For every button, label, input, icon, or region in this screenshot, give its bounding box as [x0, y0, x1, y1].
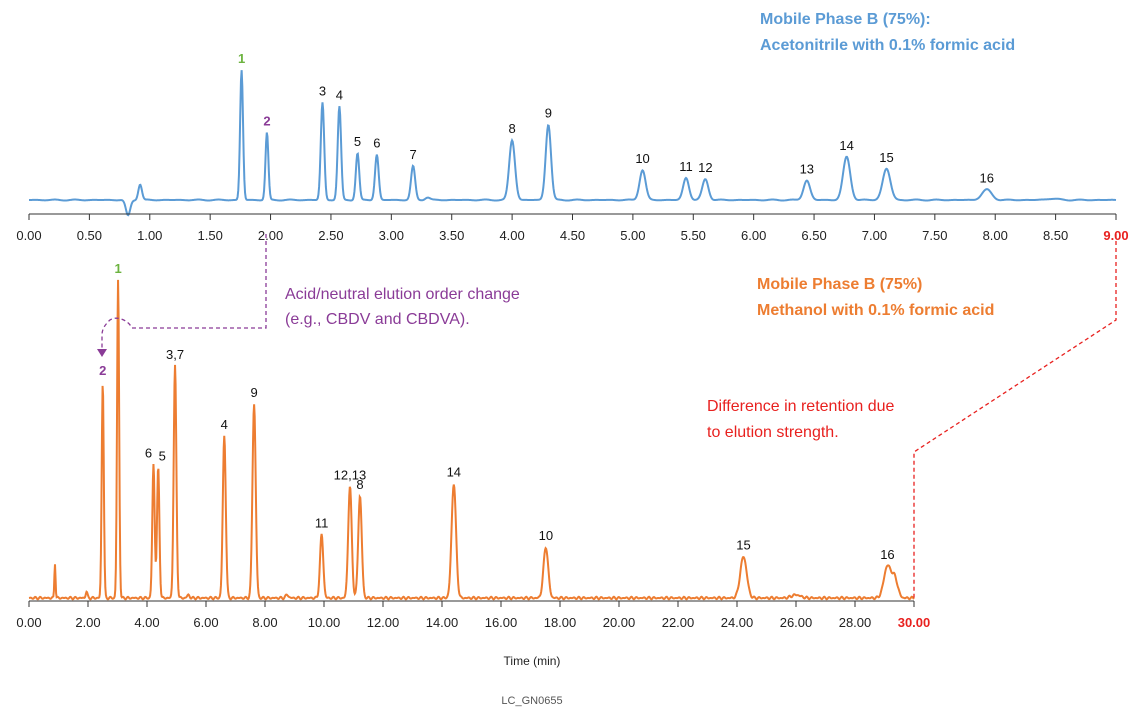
retention-difference-text-line2: to elution strength. [707, 424, 839, 441]
methanol-peak-label: 9 [250, 385, 257, 400]
retention-difference-connector [913, 234, 1117, 598]
elution-order-text-line1: Acid/neutral elution order change [285, 286, 520, 303]
acetonitrile-peak-label: 4 [336, 87, 343, 102]
acetonitrile-x-tick-label: 7.50 [922, 228, 947, 243]
elution-order-annotation: Acid/neutral elution order change (e.g.,… [97, 234, 520, 357]
methanol-x-tick-label: 10.00 [308, 615, 341, 630]
methanol-peak-label: 15 [736, 538, 750, 553]
methanol-x-tick-label: 6.00 [193, 615, 218, 630]
methanol-x-tick-label: 26.00 [780, 615, 813, 630]
acetonitrile-x-tick-label: 8.00 [983, 228, 1008, 243]
acetonitrile-x-tick-label: 0.50 [77, 228, 102, 243]
methanol-x-tick-label: 24.00 [721, 615, 754, 630]
acetonitrile-x-tick-label: 5.00 [620, 228, 645, 243]
methanol-x-tick-label: 20.00 [603, 615, 636, 630]
methanol-x-tick-label: 30.00 [898, 615, 931, 630]
acetonitrile-x-tick-label: 7.00 [862, 228, 887, 243]
methanol-x-tick-label: 28.00 [839, 615, 872, 630]
methanol-chromatogram: 0.00 2.00 4.00 6.00 8.00 10.00 12.00 14.00 16.00… [16, 261, 994, 668]
acetonitrile-peak-label: 5 [354, 134, 361, 149]
acetonitrile-x-tick-label: 3.00 [379, 228, 404, 243]
acetonitrile-chromatogram: 0.00 0.50 1.00 1.50 2.00 2.50 3.00 3.50 4.00 4.50… [16, 11, 1128, 243]
methanol-phase-label-line1: Mobile Phase B (75%) [757, 276, 922, 293]
acetonitrile-peak-label: 14 [839, 138, 853, 153]
elution-order-arrowhead [97, 349, 107, 357]
methanol-x-tick-label: 2.00 [75, 615, 100, 630]
acetonitrile-x-tick-label: 6.50 [801, 228, 826, 243]
methanol-peak-label: 8 [356, 477, 363, 492]
acetonitrile-x-tick-label: 1.00 [137, 228, 162, 243]
acetonitrile-x-tick-label: 2.00 [258, 228, 283, 243]
acetonitrile-x-tick-label: 2.50 [318, 228, 343, 243]
methanol-x-tick-label: 22.00 [662, 615, 695, 630]
methanol-trace-line [28, 279, 915, 601]
acetonitrile-peak-label: 2 [263, 113, 270, 128]
acetonitrile-peak-label: 12 [698, 160, 712, 175]
methanol-x-tick-label: 14.00 [426, 615, 459, 630]
acetonitrile-x-tick-label: 3.50 [439, 228, 464, 243]
acetonitrile-x-tick-label: 1.50 [198, 228, 223, 243]
acetonitrile-x-tick-label: 8.50 [1043, 228, 1068, 243]
methanol-peak-label: 14 [447, 465, 461, 480]
elution-order-connector [101, 234, 267, 350]
acetonitrile-peak-label: 13 [800, 162, 814, 177]
acetonitrile-peak-label: 11 [679, 159, 693, 174]
methanol-peak-label: 5 [159, 449, 166, 464]
retention-difference-annotation: Difference in retention due to elution s… [707, 234, 1117, 598]
methanol-peak-label: 6 [145, 445, 152, 460]
methanol-peak-label: 3,7 [166, 347, 184, 362]
acetonitrile-peak-label: 7 [409, 147, 416, 162]
methanol-x-tick-label: 4.00 [134, 615, 159, 630]
elution-order-text-line2: (e.g., CBDV and CBDVA). [285, 311, 470, 328]
methanol-phase-label-line2: Methanol with 0.1% formic acid [757, 302, 994, 319]
acetonitrile-x-tick-label: 5.50 [681, 228, 706, 243]
methanol-peak-label: 12,13 [334, 468, 367, 483]
figure-code-footer: LC_GN0655 [501, 695, 562, 707]
acetonitrile-x-tick-label: 6.00 [741, 228, 766, 243]
acetonitrile-peak-label: 9 [545, 106, 552, 121]
acetonitrile-phase-label-line1: Mobile Phase B (75%): [760, 11, 931, 28]
methanol-peak-label: 1 [114, 261, 121, 276]
methanol-peak-label: 2 [99, 363, 106, 378]
acetonitrile-peak-label: 8 [508, 121, 515, 136]
acetonitrile-x-ticks: 0.00 0.50 1.00 1.50 2.00 2.50 3.00 3.50 4.00 4.50… [16, 214, 1129, 243]
acetonitrile-peak-label: 10 [635, 151, 649, 166]
acetonitrile-peak-label: 6 [373, 136, 380, 151]
acetonitrile-peak-label: 15 [879, 150, 893, 165]
methanol-x-tick-label: 16.00 [485, 615, 518, 630]
acetonitrile-phase-label-line2: Acetonitrile with 0.1% formic acid [760, 37, 1015, 54]
methanol-peak-label: 10 [539, 528, 553, 543]
acetonitrile-x-tick-label: 4.50 [560, 228, 585, 243]
acetonitrile-x-tick-label: 4.00 [499, 228, 524, 243]
methanol-x-tick-label: 12.00 [367, 615, 400, 630]
acetonitrile-x-tick-label: 0.00 [16, 228, 41, 243]
methanol-x-ticks: 0.00 2.00 4.00 6.00 8.00 10.00 12.00 14.00 16.00… [16, 601, 930, 630]
x-axis-title: Time (min) [504, 654, 561, 668]
acetonitrile-peak-label: 1 [238, 51, 245, 66]
methanol-peak-label: 4 [221, 417, 228, 432]
retention-difference-text-line1: Difference in retention due [707, 398, 894, 415]
methanol-peak-label: 11 [315, 515, 329, 530]
methanol-x-tick-label: 8.00 [252, 615, 277, 630]
methanol-x-tick-label: 0.00 [16, 615, 41, 630]
methanol-peak-label: 16 [880, 547, 894, 562]
acetonitrile-trace-line [29, 70, 1117, 217]
acetonitrile-peak-label: 16 [980, 171, 994, 186]
acetonitrile-peak-label: 3 [319, 84, 326, 99]
methanol-x-tick-label: 18.00 [544, 615, 577, 630]
